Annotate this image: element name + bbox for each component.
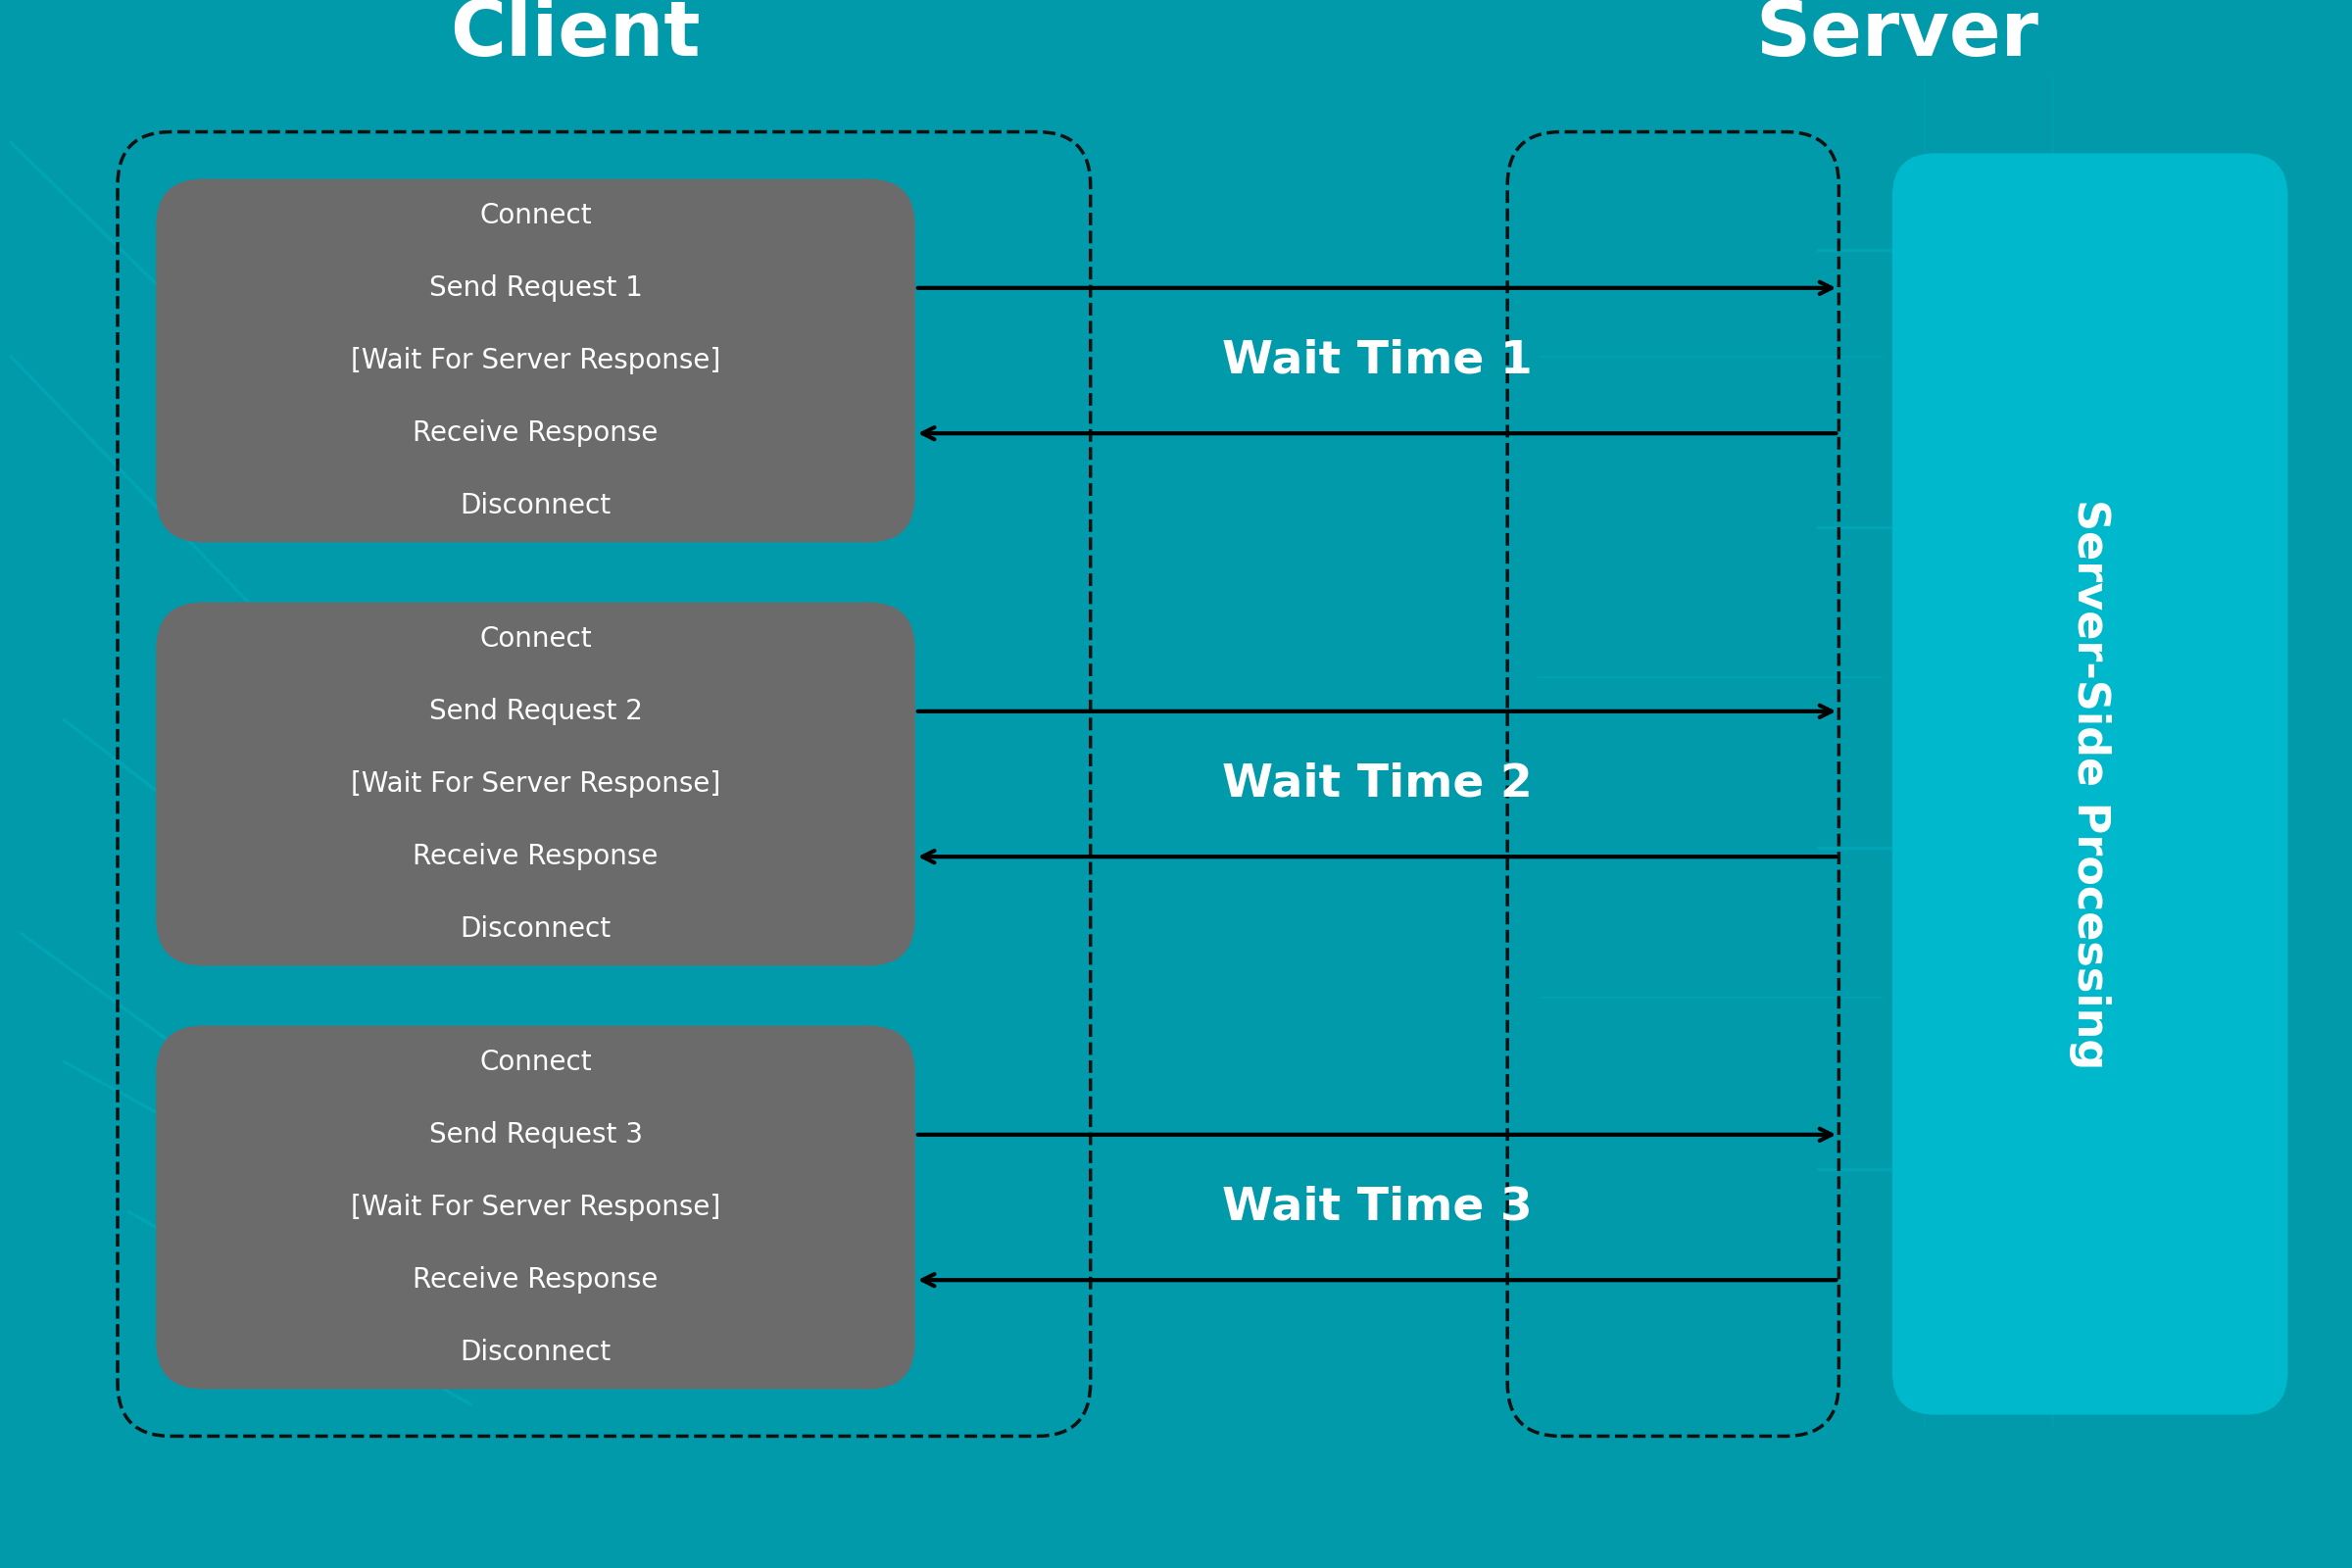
Text: Receive Response: Receive Response xyxy=(414,844,659,870)
Text: Disconnect: Disconnect xyxy=(461,1339,612,1366)
Text: Connect: Connect xyxy=(480,202,593,229)
Text: Connect: Connect xyxy=(480,626,593,652)
Text: Wait Time 2: Wait Time 2 xyxy=(1221,762,1531,806)
Text: Receive Response: Receive Response xyxy=(414,420,659,447)
Text: Server-Side Processing: Server-Side Processing xyxy=(2070,499,2112,1069)
Text: Receive Response: Receive Response xyxy=(414,1267,659,1294)
Text: Send Request 3: Send Request 3 xyxy=(428,1121,642,1148)
FancyBboxPatch shape xyxy=(155,602,915,966)
FancyBboxPatch shape xyxy=(155,1025,915,1389)
Text: Client: Client xyxy=(449,0,701,72)
Text: Server: Server xyxy=(1757,0,2039,72)
Text: Wait Time 1: Wait Time 1 xyxy=(1221,339,1531,383)
Text: Send Request 2: Send Request 2 xyxy=(428,698,642,724)
FancyBboxPatch shape xyxy=(1893,154,2288,1414)
Text: [Wait For Server Response]: [Wait For Server Response] xyxy=(350,770,720,798)
Text: [Wait For Server Response]: [Wait For Server Response] xyxy=(350,347,720,375)
Text: Connect: Connect xyxy=(480,1049,593,1076)
FancyBboxPatch shape xyxy=(155,179,915,543)
Text: Send Request 1: Send Request 1 xyxy=(428,274,642,301)
Text: Disconnect: Disconnect xyxy=(461,916,612,942)
Text: Disconnect: Disconnect xyxy=(461,492,612,519)
Text: [Wait For Server Response]: [Wait For Server Response] xyxy=(350,1193,720,1221)
Text: Wait Time 3: Wait Time 3 xyxy=(1221,1185,1531,1229)
